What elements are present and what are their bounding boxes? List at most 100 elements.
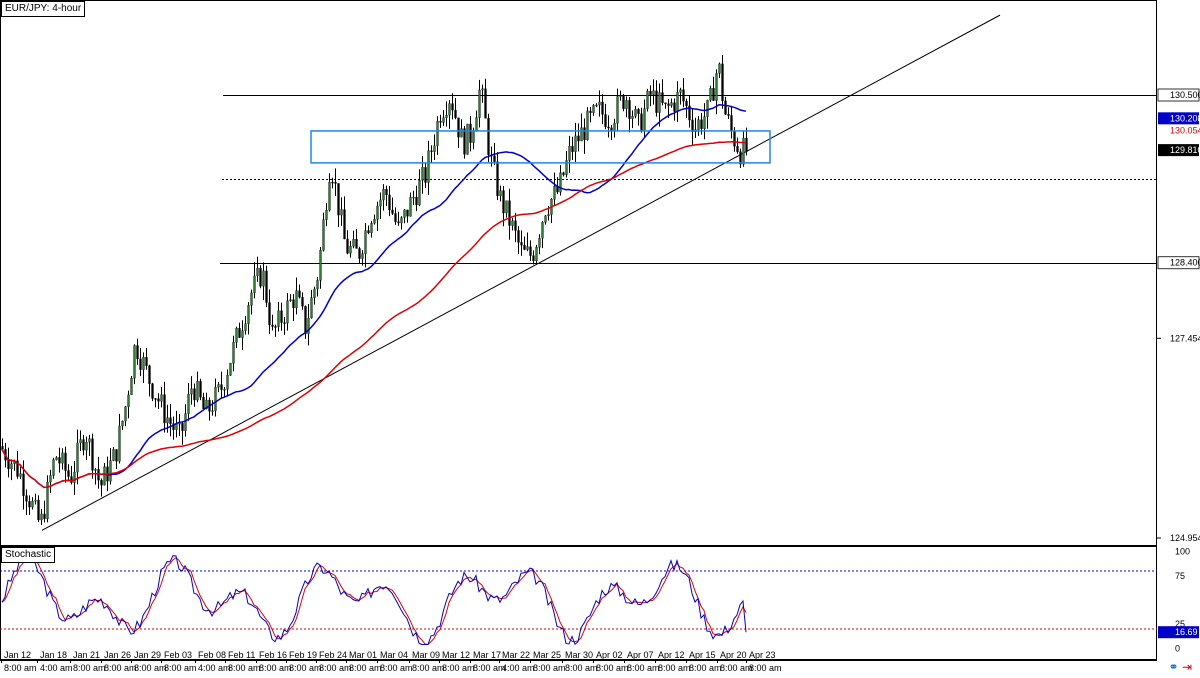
candle-body — [307, 317, 310, 334]
x-tick-label: Mar 12 — [442, 650, 470, 660]
x-time-label: 8:00 am — [442, 663, 475, 673]
link-icon[interactable]: ⚭ — [1168, 660, 1179, 674]
candle-body — [199, 380, 202, 398]
candle-body — [370, 223, 373, 234]
candle-body — [604, 114, 607, 128]
candle-body — [508, 200, 511, 226]
x-tick-label: Mar 22 — [502, 650, 530, 660]
candle-body — [412, 196, 415, 199]
candle-body — [340, 209, 343, 216]
candle-body — [169, 417, 172, 424]
candle-body — [580, 127, 583, 142]
x-tick-label: Feb 11 — [228, 650, 255, 660]
candle-body — [532, 255, 535, 262]
x-tick-label: Feb 16 — [259, 650, 287, 660]
candle-body — [205, 399, 208, 409]
candle-body — [229, 363, 232, 376]
x-tick-label: Mar 09 — [412, 650, 440, 660]
x-tick-label: Jan 26 — [104, 650, 131, 660]
candle-body — [592, 105, 595, 113]
candle-body — [619, 95, 622, 97]
candle-body — [517, 230, 520, 243]
candle-body — [301, 297, 304, 307]
y-tick-label: 124.954 — [1170, 533, 1200, 543]
price-label-box-blue — [1158, 112, 1199, 125]
candle-body — [652, 90, 655, 95]
candle-body — [385, 189, 388, 196]
x-tick-label: Mar 17 — [473, 650, 501, 660]
candle-body — [379, 199, 382, 207]
candle-body — [475, 117, 478, 132]
candle-body — [400, 217, 403, 224]
candle-body — [316, 280, 319, 290]
candle-body — [691, 119, 694, 132]
candle-body — [472, 131, 475, 143]
candle-body — [136, 345, 139, 360]
x-time-label: 8:00 am — [134, 663, 167, 673]
candle-body — [19, 473, 22, 477]
candle-body — [439, 121, 442, 123]
candle-body — [406, 209, 409, 217]
candle-body — [274, 326, 277, 328]
candle-body — [697, 119, 700, 130]
candle-body — [319, 250, 322, 281]
candle-body — [607, 126, 610, 129]
candle-body — [685, 101, 688, 107]
candle-body — [40, 513, 43, 521]
candle-body — [193, 388, 196, 401]
arrow-right-icon[interactable]: ⇥ — [1181, 660, 1192, 674]
candle-body — [484, 88, 487, 119]
candle-body — [466, 123, 469, 155]
candle-body — [337, 183, 340, 216]
stoch-signal-line — [1, 557, 747, 646]
price-label: 130.500 — [1170, 90, 1200, 100]
price-label-box — [1157, 88, 1200, 102]
x-time-label: 8:00 am — [749, 663, 782, 673]
x-tick-label: Apr 20 — [720, 650, 747, 660]
candle-body — [628, 100, 631, 119]
candle-body — [637, 108, 640, 114]
candle-body — [265, 270, 268, 303]
candle-body — [217, 384, 220, 388]
footer-icons[interactable]: ⚭ ⇥ — [1169, 660, 1192, 674]
candle-body — [109, 460, 112, 482]
candle-body — [151, 383, 154, 399]
candle-body — [529, 246, 532, 256]
candle-body — [166, 417, 169, 424]
candle-body — [505, 200, 508, 214]
candle-body — [568, 146, 571, 161]
candle-body — [469, 123, 472, 143]
candle-body — [361, 253, 364, 259]
x-time-label: 4:00 am — [40, 663, 73, 673]
candle-body — [304, 306, 307, 334]
candle-body — [223, 389, 226, 391]
candle-body — [37, 499, 40, 521]
candle-body — [226, 375, 229, 390]
price-label: 130.208 — [1170, 113, 1200, 123]
candle-body — [331, 181, 334, 184]
candle-body — [451, 103, 454, 111]
candle-body — [289, 299, 292, 301]
x-time-label: 8:00 am — [380, 663, 413, 673]
candle-body — [727, 114, 730, 116]
candle-body — [175, 423, 178, 430]
candle-body — [70, 476, 73, 483]
candle-body — [112, 449, 115, 461]
candle-body — [502, 190, 505, 214]
x-tick-label: Mar 25 — [533, 650, 561, 660]
candle-body — [448, 103, 451, 116]
candle-body — [241, 330, 244, 338]
candle-body — [28, 501, 31, 508]
candle-body — [187, 394, 190, 414]
candle-body — [703, 116, 706, 129]
candle-body — [79, 439, 82, 444]
candle-body — [250, 292, 253, 306]
x-tick-label: Feb 08 — [198, 650, 226, 660]
candle-body — [700, 119, 703, 129]
candle-body — [124, 406, 127, 422]
candle-body — [142, 357, 145, 370]
candle-body — [244, 323, 247, 331]
candle-body — [349, 246, 352, 254]
candle-body — [487, 118, 490, 156]
